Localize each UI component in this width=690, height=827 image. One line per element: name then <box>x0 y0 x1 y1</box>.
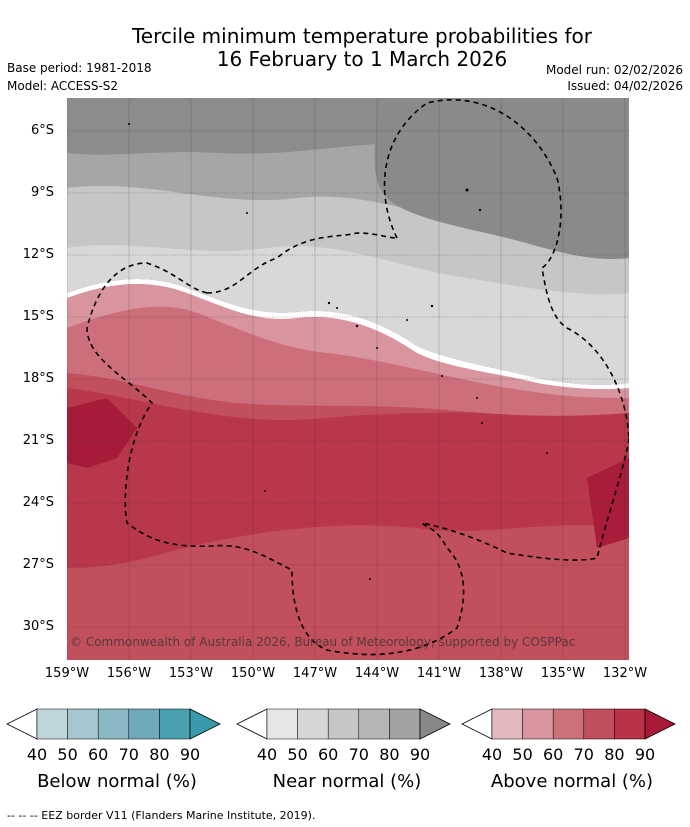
copyright-notice: © Commonwealth of Australia 2026, Bureau… <box>70 635 576 649</box>
colorbar-tick-label: 70 <box>348 745 369 764</box>
longitude-label: 150°W <box>230 666 276 681</box>
legend-near-normal: 40 50 60 70 80 90 Near normal (%) <box>236 708 451 792</box>
above-normal-70-region <box>67 388 629 568</box>
colorbar-tick-label: 60 <box>88 745 109 764</box>
colorbar-segment <box>491 708 523 740</box>
chart-title-line-2: 16 February to 1 March 2026 <box>216 47 508 71</box>
colorbar-tick-label: 70 <box>573 745 594 764</box>
colorbar-tick-label: 80 <box>149 745 170 764</box>
islands <box>128 123 548 580</box>
longitude-label: 135°W <box>540 666 586 681</box>
longitude-label: 138°W <box>478 666 524 681</box>
colorbar-segment <box>159 708 191 740</box>
legend-ticks-below: 40 50 60 70 80 90 <box>7 746 227 764</box>
colorbar-segment <box>97 708 130 740</box>
near-normal-80-region <box>374 98 629 259</box>
colorbar-tick-label: 40 <box>256 745 278 764</box>
colorbar-segment <box>583 708 615 740</box>
colorbar-min-extension <box>461 708 493 740</box>
legend-title-above: Above normal (%) <box>490 771 654 792</box>
colorbar-segment <box>522 708 554 740</box>
colorbar-tick-label: 80 <box>604 745 625 764</box>
colorbar-max-extension <box>644 708 676 740</box>
colorbar-tick-label: 80 <box>379 745 400 764</box>
eez-border-footnote: -- -- -- EEZ border V11 (Flanders Marine… <box>7 809 316 822</box>
colorbar-tick-label: 90 <box>409 745 431 764</box>
longitude-label: 132°W <box>602 666 648 681</box>
latitude-label: 27°S <box>22 557 54 572</box>
colorbar-tick-label: 90 <box>634 745 656 764</box>
legend-colorbar-below <box>6 708 221 740</box>
legend-below-normal: 40 50 60 70 80 90 Below normal (%) <box>6 708 221 792</box>
colorbar-tick-label: 50 <box>512 745 533 764</box>
colorbar-segment <box>36 708 68 740</box>
model-label: Model: ACCESS-S2 <box>7 79 119 93</box>
eez-borders <box>86 99 629 656</box>
map-gridlines <box>67 130 629 628</box>
legend-above-normal: 40 50 60 70 80 90 Above normal (%) <box>461 708 676 792</box>
colorbar-segment <box>297 708 329 740</box>
colorbar-min-extension <box>236 708 268 740</box>
issued-label: Issued: 04/02/2026 <box>567 79 683 93</box>
colorbar-tick-label: 90 <box>179 745 201 764</box>
longitude-label: 141°W <box>416 666 462 681</box>
colorbar-segment <box>614 708 646 740</box>
map-meridians <box>67 98 626 660</box>
colorbar-segment <box>128 708 160 740</box>
colorbar-segment <box>327 708 360 740</box>
longitude-label: 159°W <box>44 666 90 681</box>
probability-map: © Commonwealth of Australia 2026, Bureau… <box>67 98 629 660</box>
base-period-label: Base period: 1981-2018 <box>7 61 152 75</box>
colorbar-tick-label: 40 <box>481 745 503 764</box>
colorbar-tick-label: 60 <box>543 745 564 764</box>
legend-title-below: Below normal (%) <box>37 771 197 792</box>
colorbar-segment <box>67 708 99 740</box>
colorbar-segment <box>266 708 298 740</box>
chart-title-line-1: Tercile minimum temperature probabilitie… <box>131 24 593 48</box>
above-normal-80-region <box>67 398 137 468</box>
colorbar-tick-label: 70 <box>118 745 139 764</box>
latitude-label: 24°S <box>22 495 54 510</box>
latitude-label: 9°S <box>30 185 54 200</box>
latitude-label: 6°S <box>30 123 54 138</box>
legend-title-near: Near normal (%) <box>272 771 422 792</box>
map-canvas <box>67 98 629 660</box>
legend-colorbar-above <box>461 708 676 740</box>
latitude-label: 30°S <box>22 619 54 634</box>
above-normal-50-region <box>67 306 629 416</box>
longitude-label: 147°W <box>292 666 338 681</box>
colorbar-max-extension <box>189 708 221 740</box>
colorbar-segment <box>552 708 585 740</box>
near-normal-40-region <box>67 245 629 385</box>
colorbar-segment <box>389 708 421 740</box>
latitude-label: 18°S <box>22 371 54 386</box>
model-run-label: Model run: 02/02/2026 <box>545 63 683 77</box>
colorbar-tick-label: 50 <box>287 745 308 764</box>
colorbar-min-extension <box>6 708 38 740</box>
longitude-label: 144°W <box>354 666 400 681</box>
latitude-label: 15°S <box>22 309 54 324</box>
colorbar-tick-label: 60 <box>318 745 339 764</box>
colorbar-segment <box>358 708 390 740</box>
longitude-label: 153°W <box>168 666 214 681</box>
longitude-label: 156°W <box>106 666 152 681</box>
legend-colorbar-near <box>236 708 451 740</box>
above-normal-40-region <box>67 283 629 398</box>
latitude-label: 12°S <box>22 247 54 262</box>
latitude-label: 21°S <box>22 433 54 448</box>
colorbar-tick-label: 50 <box>57 745 78 764</box>
legend-ticks-near: 40 50 60 70 80 90 <box>237 746 457 764</box>
legend-ticks-above: 40 50 60 70 80 90 <box>462 746 682 764</box>
colorbar-tick-label: 40 <box>26 745 48 764</box>
colorbar-max-extension <box>419 708 451 740</box>
